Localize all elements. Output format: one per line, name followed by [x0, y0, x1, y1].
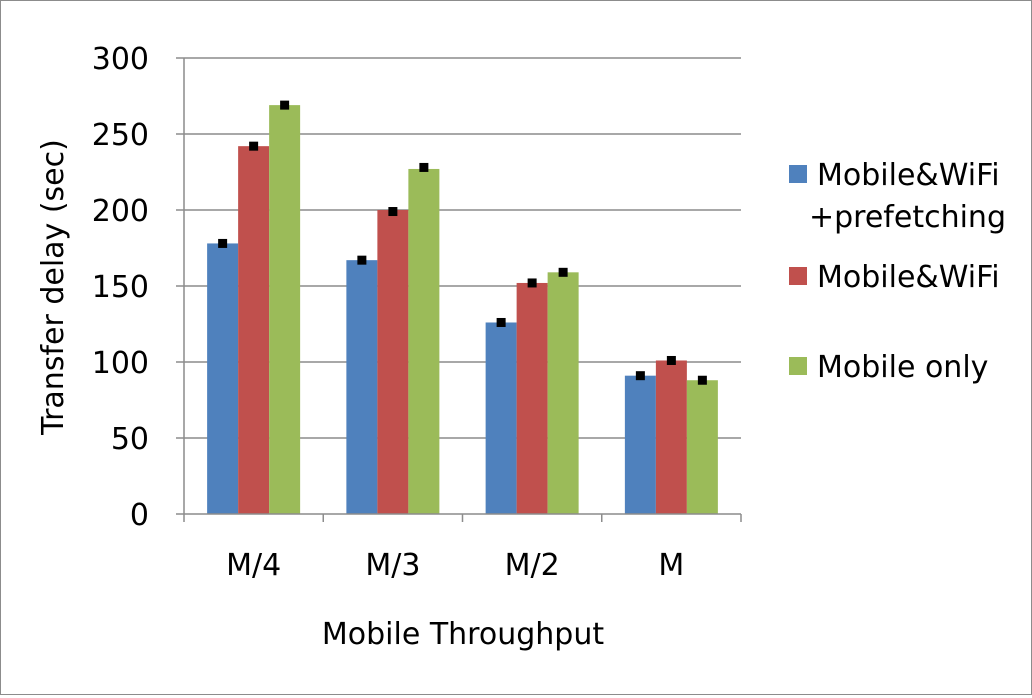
error-markers: [218, 100, 707, 385]
bar-M-series-1: [655, 360, 687, 514]
bar-M-4-series-1: [238, 146, 270, 514]
legend-item: Mobile&WiFi +prefetching: [789, 158, 1006, 235]
legend-label: Mobile&WiFi: [817, 158, 1000, 193]
legend-swatch: [789, 357, 807, 375]
y-tick-label: 250: [92, 118, 149, 153]
y-tick-label: 100: [92, 346, 149, 381]
legend-swatch: [789, 267, 807, 285]
error-marker: [280, 100, 290, 110]
bar-M-2-series-1: [516, 282, 548, 514]
legend-item: Mobile only: [789, 350, 988, 385]
bar-M-3-series-1: [377, 210, 409, 514]
bar-M-2-series-0: [485, 322, 517, 514]
bars: [207, 105, 718, 515]
x-tick-label: M/4: [226, 548, 281, 583]
y-tick-labels: 0 50 100 150 200 250 300: [92, 42, 149, 533]
bar-M-3-series-2: [408, 168, 440, 514]
error-marker: [527, 278, 537, 288]
y-tick-label: 200: [92, 194, 149, 229]
error-marker: [496, 317, 506, 327]
error-marker: [558, 267, 568, 277]
y-tick-label: 150: [92, 270, 149, 305]
error-marker: [357, 255, 367, 265]
bar-M-3-series-0: [346, 260, 378, 514]
legend-label: Mobile&WiFi: [817, 260, 1000, 295]
y-axis-title: Transfer delay (sec): [36, 139, 71, 436]
legend-label: Mobile only: [817, 350, 988, 385]
x-tick-label: M/3: [365, 548, 420, 583]
y-tick-label: 300: [92, 42, 149, 77]
y-tick-label: 0: [130, 498, 149, 533]
bar-M-4-series-2: [269, 105, 301, 515]
y-tick-label: 50: [111, 422, 149, 457]
x-tick-labels: M/4 M/3 M/2 M: [226, 548, 684, 583]
bar-M-4-series-0: [207, 243, 239, 514]
error-marker: [388, 207, 398, 217]
bar-M-series-0: [624, 375, 656, 514]
legend-item: Mobile&WiFi: [789, 260, 1000, 295]
error-marker: [635, 371, 645, 381]
error-marker: [666, 355, 676, 365]
x-tick-label: M/2: [505, 548, 560, 583]
axes: [176, 57, 742, 522]
legend-swatch: [789, 165, 807, 183]
bar-M-series-2: [686, 380, 718, 514]
legend: Mobile&WiFi+prefetchingMobile&WiFiMobile…: [789, 158, 1006, 385]
error-marker: [249, 141, 259, 151]
error-marker: [218, 238, 228, 248]
x-tick-label: M: [658, 548, 684, 583]
error-marker: [697, 375, 707, 385]
legend-label: +prefetching: [809, 200, 1006, 235]
error-marker: [419, 162, 429, 172]
x-axis-title: Mobile Throughput: [322, 617, 604, 652]
bar-M-2-series-2: [547, 272, 579, 514]
